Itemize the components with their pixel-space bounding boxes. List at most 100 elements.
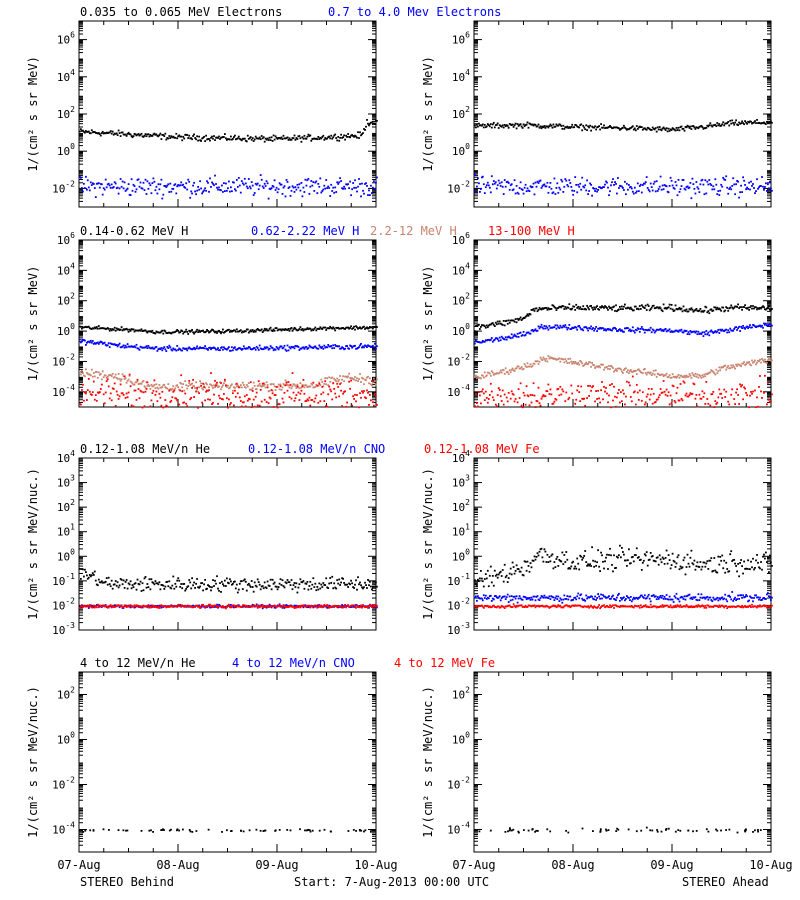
data-point [375, 347, 377, 350]
data-point [739, 383, 741, 386]
data-point [633, 186, 636, 189]
data-point [572, 193, 575, 196]
data-point [301, 195, 304, 198]
data-point [346, 583, 348, 586]
data-point [309, 185, 312, 188]
data-point [630, 308, 633, 311]
data-point [147, 133, 150, 136]
data-point [705, 330, 708, 332]
data-point [752, 390, 754, 393]
data-point [240, 331, 243, 334]
data-point [602, 126, 604, 129]
data-point [313, 328, 316, 330]
data-point [274, 585, 277, 588]
data-point [316, 384, 319, 387]
data-point [151, 385, 154, 388]
data-point [224, 331, 226, 333]
data-point [123, 375, 126, 378]
data-point [218, 349, 220, 351]
data-point [594, 190, 596, 192]
data-point [662, 375, 665, 377]
data-point [475, 325, 477, 327]
data-point [224, 133, 226, 135]
data-point [142, 136, 145, 138]
data-point [706, 373, 709, 376]
data-point [636, 128, 639, 130]
data-point [216, 348, 218, 351]
data-point [212, 387, 214, 389]
data-point [595, 390, 597, 392]
data-point [696, 405, 699, 408]
data-point [93, 570, 96, 573]
data-point [120, 185, 123, 188]
data-point [94, 371, 97, 373]
data-point [356, 347, 358, 350]
data-point [278, 388, 281, 391]
data-point [137, 329, 140, 332]
data-point [247, 382, 250, 384]
data-point [87, 576, 90, 579]
data-point [207, 398, 209, 401]
data-point [366, 376, 368, 379]
data-point [352, 586, 354, 588]
data-point [619, 128, 621, 131]
data-point [348, 372, 350, 375]
data-point [357, 347, 359, 349]
data-point [175, 330, 178, 332]
data-point [203, 331, 205, 334]
data-point [228, 582, 230, 585]
data-point [316, 192, 319, 194]
data-point [125, 188, 128, 191]
data-point [518, 123, 521, 126]
data-point [259, 329, 262, 332]
data-point [235, 328, 238, 331]
data-point [282, 401, 285, 404]
data-point [87, 373, 90, 376]
data-point [676, 330, 679, 332]
data-point [525, 314, 528, 317]
data-point [163, 588, 166, 590]
data-point [356, 394, 358, 396]
data-point [648, 329, 651, 332]
data-point [363, 383, 365, 386]
data-point [129, 345, 132, 348]
data-point [576, 125, 579, 128]
data-point [510, 124, 513, 126]
data-point [165, 404, 168, 407]
data-point [81, 568, 83, 570]
data-point [329, 345, 332, 348]
data-point [664, 328, 667, 330]
data-point [531, 329, 534, 331]
data-point [768, 358, 770, 360]
data-point [125, 327, 128, 330]
data-point [152, 385, 155, 387]
data-point [240, 405, 243, 408]
data-point [374, 392, 376, 395]
data-point [767, 183, 769, 186]
data-point [142, 346, 145, 349]
data-point [633, 370, 636, 373]
data-point [552, 123, 555, 126]
data-point [93, 398, 96, 401]
data-point [519, 123, 522, 125]
data-point [170, 587, 173, 590]
data-point [304, 400, 307, 403]
data-point [654, 330, 657, 333]
data-point [620, 185, 622, 188]
data-point [546, 326, 549, 329]
data-point [202, 388, 204, 391]
data-point [713, 331, 716, 333]
data-point [195, 330, 197, 333]
data-point [656, 190, 659, 192]
data-point [115, 327, 118, 330]
data-point [231, 138, 233, 141]
data-point [232, 137, 234, 140]
data-point [199, 346, 201, 349]
data-point [604, 366, 606, 369]
data-point [562, 324, 565, 327]
data-point [577, 126, 580, 128]
data-point [500, 125, 503, 128]
data-point [229, 578, 231, 581]
data-point [211, 586, 213, 589]
